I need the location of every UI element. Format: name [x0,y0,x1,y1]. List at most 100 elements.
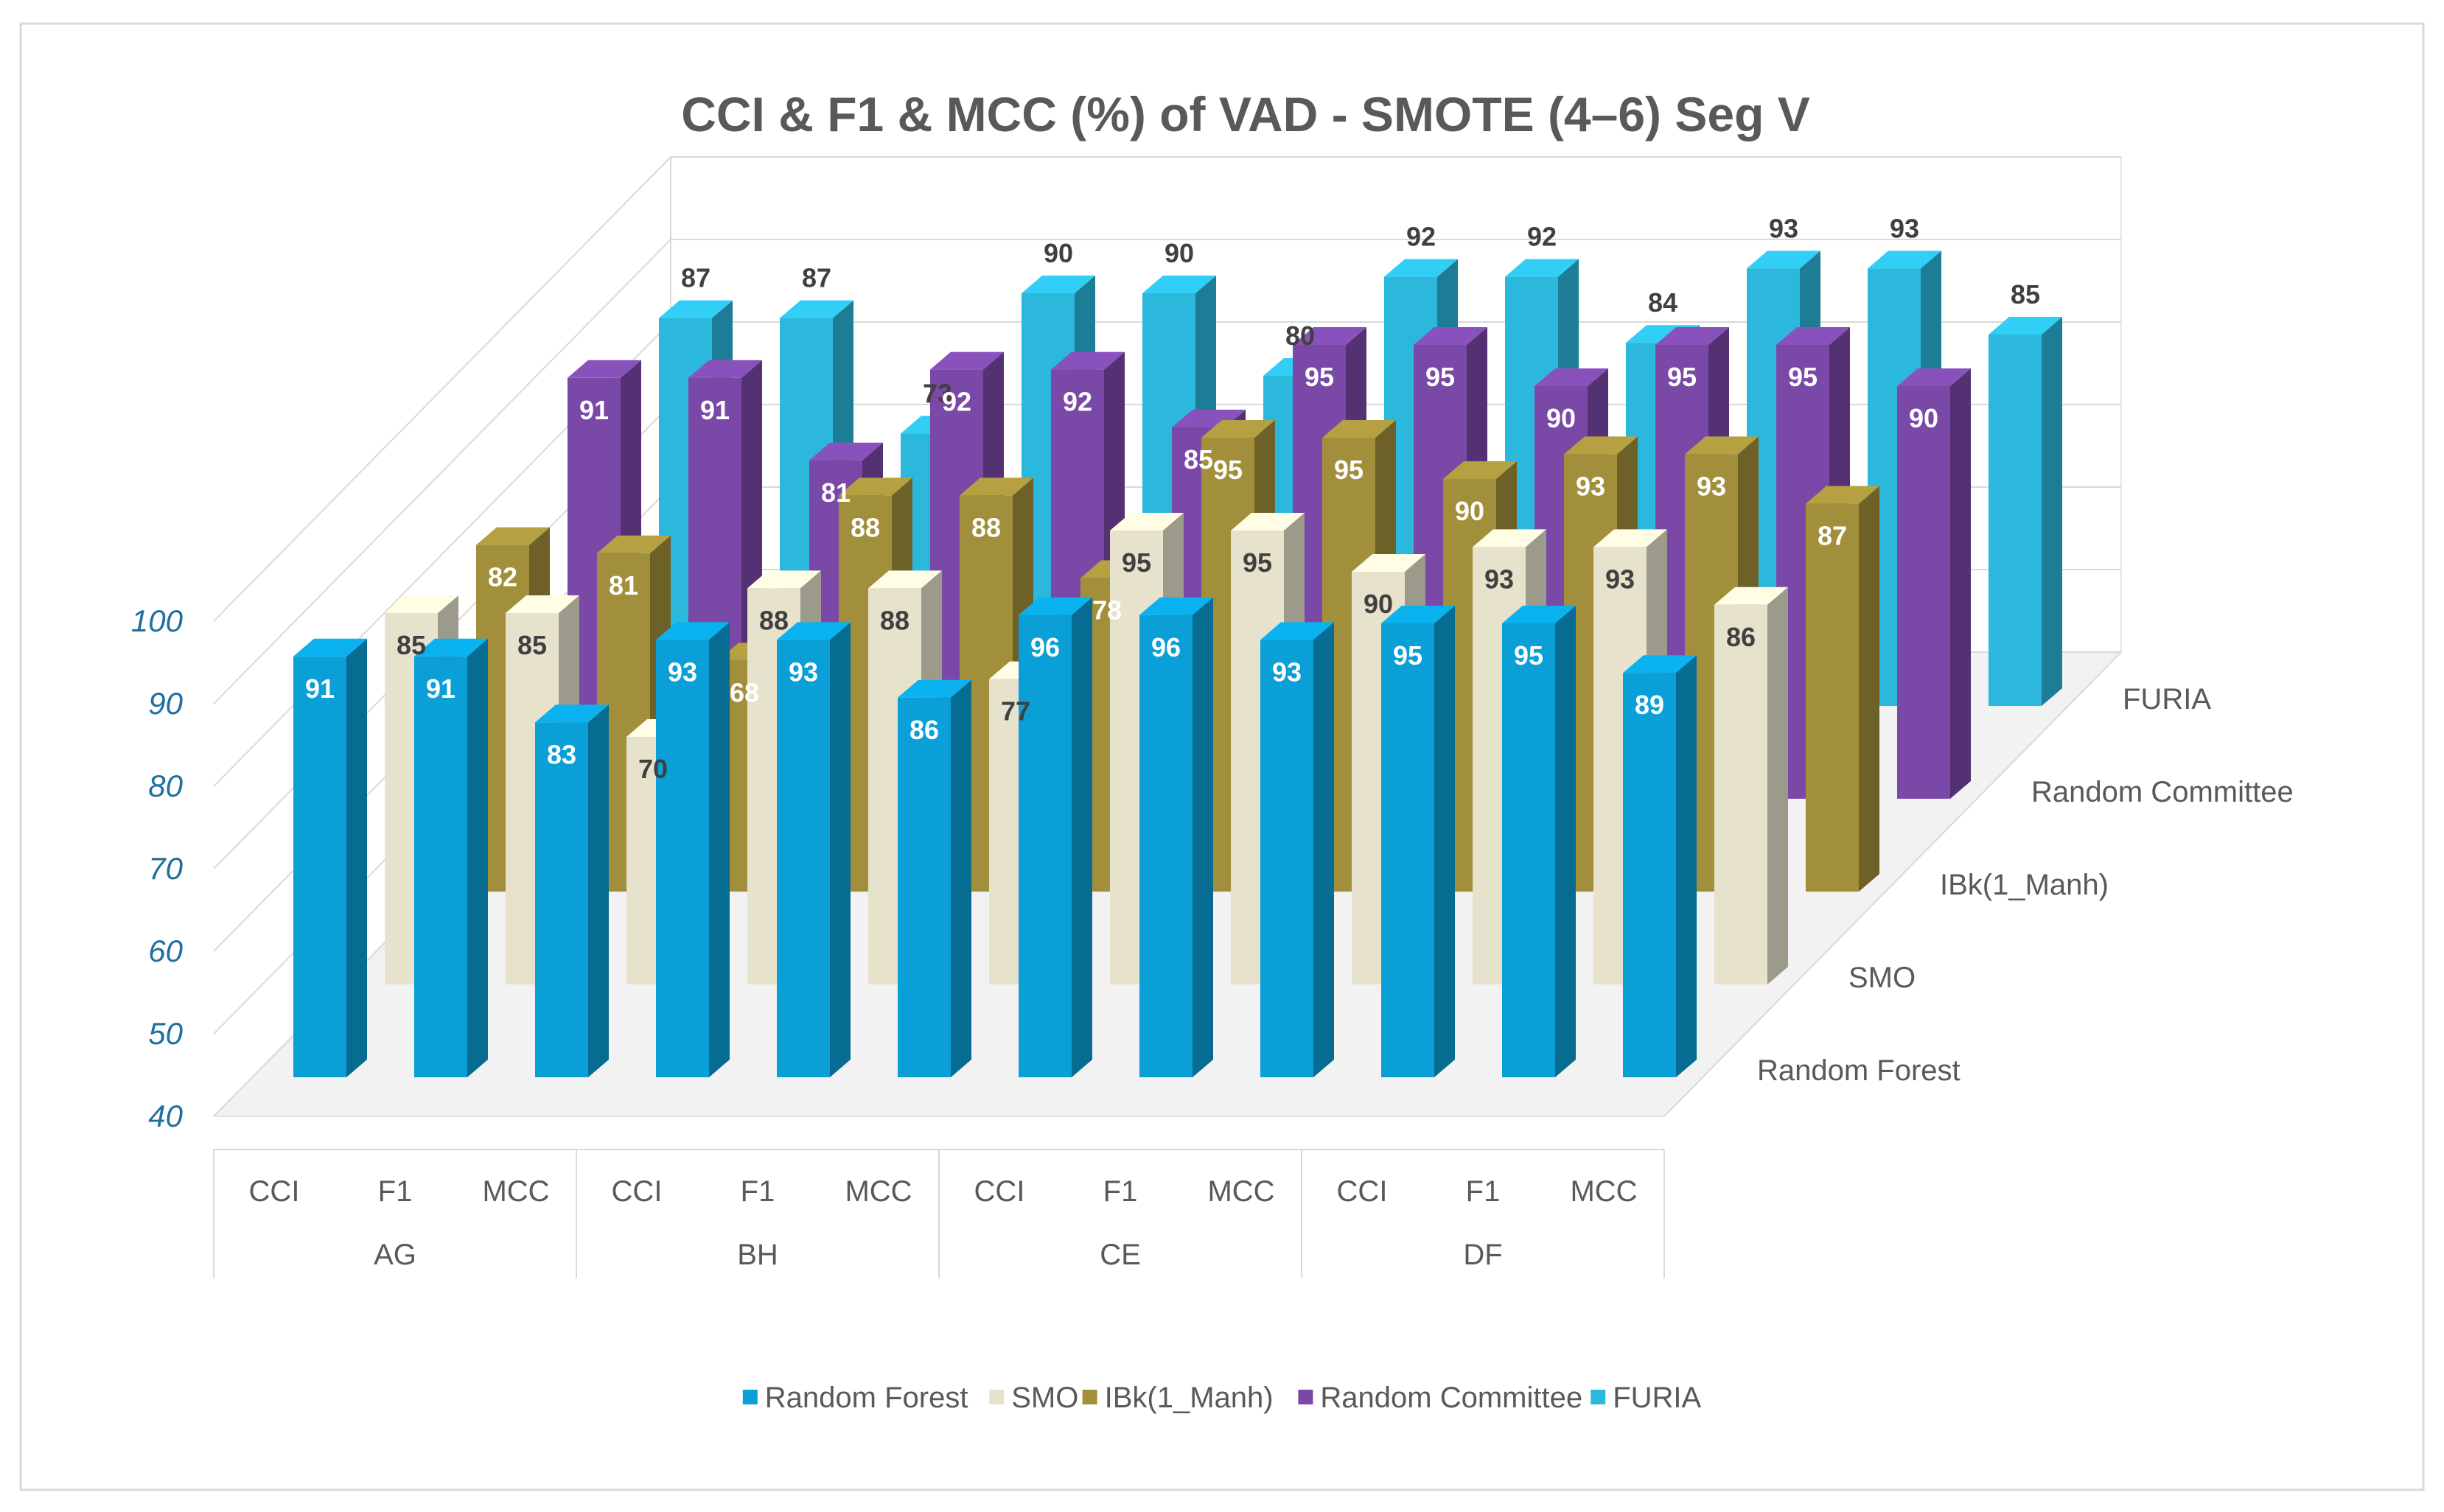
x-tick-label: F1 [1103,1175,1138,1208]
bar [1019,597,1092,1077]
bar-front [535,722,588,1077]
data-label: 95 [1334,455,1364,485]
x-group-label: CE [1100,1239,1141,1271]
legend: Random Forest SMO IBk(1_Manh) Random Commit… [742,1382,1702,1414]
bar-top [1022,276,1095,293]
x-tick-label: MCC [845,1175,912,1208]
data-label: 90 [1909,403,1938,433]
data-label: 93 [1484,564,1514,594]
chart-title: CCI & F1 & MCC (%) of VAD - SMOTE (4–6) … [681,87,1810,141]
legend-label: Random Forest [765,1382,968,1414]
bar-top [1473,529,1546,547]
data-label: 95 [1514,640,1543,671]
data-label: 96 [1151,632,1181,662]
bar-top [1260,622,1334,640]
bar-top [1564,436,1638,455]
data-label: 93 [789,657,818,687]
legend-item: Random Forest [742,1382,968,1414]
data-label: 93 [1272,657,1302,687]
data-label: 84 [1648,287,1677,318]
bar-front [1989,335,2042,706]
bar-top [1714,587,1788,605]
data-label: 95 [1667,362,1697,392]
bar-side [346,638,367,1077]
depth-axis-label: Random Forest [1757,1054,1961,1087]
bar-top [839,477,912,496]
bar-top [1989,317,2062,335]
bar [293,638,367,1077]
legend-label: FURIA [1613,1382,1701,1414]
bar-top [1381,606,1455,623]
data-label: 90 [1546,403,1576,433]
data-label: 90 [1364,589,1393,619]
bar-front [1806,503,1859,892]
depth-axis-label: FURIA [2123,683,2211,715]
x-tick-label: CCI [612,1175,663,1208]
data-label: 88 [851,512,880,542]
x-group-label: AG [374,1239,416,1271]
bar-side [588,704,609,1077]
bar [1806,486,1879,892]
bar-top [747,570,821,589]
bar-top [1623,655,1697,673]
x-tick-label: MCC [482,1175,549,1208]
data-label: 95 [1213,455,1243,485]
data-label: 70 [638,754,668,784]
bar-top [1443,461,1517,479]
x-tick-label: CCI [974,1175,1025,1208]
bar-top [1776,327,1850,345]
bar [1502,606,1576,1077]
bar [1897,368,1971,799]
bar-front [1139,615,1193,1077]
legend-swatch [989,1390,1005,1404]
data-label: 81 [609,570,638,601]
data-label: 85 [517,630,547,660]
data-label: 90 [1455,496,1484,526]
data-label: 85 [397,630,426,660]
bar-top [476,527,550,545]
data-label: 93 [1576,471,1605,501]
bar-top [1051,351,1125,370]
bar-front [898,697,951,1077]
bar-front [1897,386,1950,799]
data-label: 95 [1122,547,1151,578]
bar [1989,317,2062,706]
bar [777,622,851,1077]
bar-top [1231,513,1305,531]
bar-top [1322,420,1396,438]
bar-side [1676,655,1697,1077]
x-group-label: DF [1463,1239,1502,1271]
bar-top [1535,368,1608,386]
data-label: 68 [730,677,759,707]
legend-item: SMO [989,1382,1078,1414]
bar [414,638,488,1077]
data-label: 95 [1305,362,1334,392]
data-label: 81 [821,477,851,508]
bar [656,622,730,1077]
bar-top [1293,327,1366,345]
bar-side [830,622,851,1077]
data-label: 83 [547,739,576,769]
bar-top [930,351,1004,370]
data-label: 91 [305,673,335,704]
bar-front [1502,623,1555,1077]
bar-top [780,300,853,318]
data-label: 80 [1285,321,1315,351]
y-axis-ticks: 40 50 60 70 80 90 100 [131,603,184,1133]
data-label: 89 [1635,690,1664,720]
bar-side [1434,606,1455,1077]
data-label: 93 [1605,564,1635,594]
depth-axis-label: IBk(1_Manh) [1940,869,2109,901]
bar-top [1868,251,1941,269]
bar-top [1593,529,1667,547]
bar-top [898,679,971,698]
data-label: 92 [1406,222,1436,252]
data-label: 92 [1527,222,1557,252]
bar-front [1019,615,1072,1077]
bar-top [1505,259,1579,277]
bar-front [1714,604,1767,984]
data-label: 87 [802,263,831,293]
legend-label: SMO [1011,1382,1078,1414]
